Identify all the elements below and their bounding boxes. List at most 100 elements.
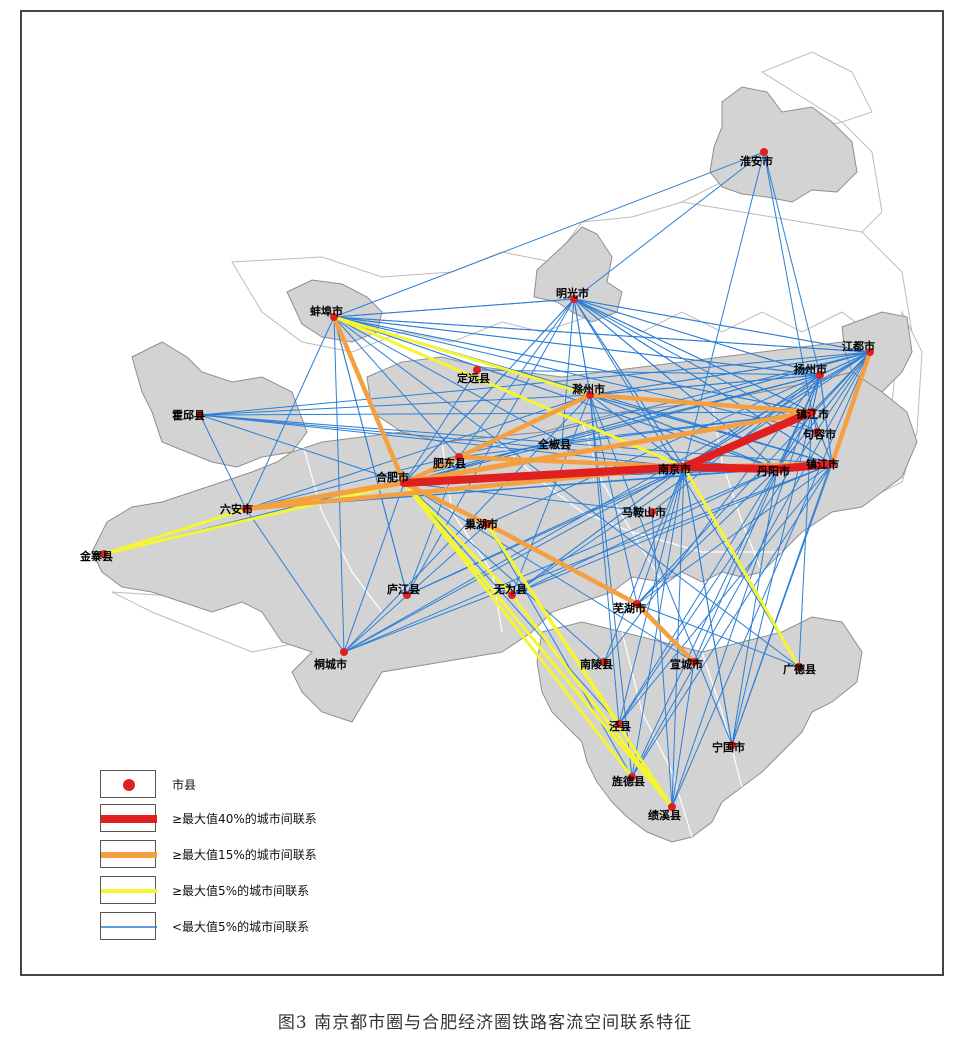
minor-link-danyang-jingxian bbox=[618, 468, 778, 725]
minor-link-tongcheng-hefei bbox=[343, 482, 405, 653]
legend-label-city: 市县 bbox=[172, 778, 197, 792]
city-label-tongcheng: 桐城市 bbox=[314, 657, 347, 671]
weak-link-chaohu-jingxian bbox=[485, 522, 621, 726]
city-dot-dingyuan bbox=[473, 366, 481, 374]
city-label-dingyuan: 定远县 bbox=[457, 371, 490, 385]
minor-link-chuzhou-mingguang bbox=[573, 298, 591, 396]
city-label-jiangdu: 江都市 bbox=[842, 339, 875, 353]
minor-link-nanjing-wuhu bbox=[636, 466, 685, 605]
minor-link-mingguang-zhenjiang2 bbox=[573, 298, 833, 465]
city-dot-chuzhou bbox=[586, 391, 594, 399]
medium-link-luan-zhenjiang bbox=[243, 409, 815, 512]
minor-link-bengbu-guangde bbox=[333, 316, 800, 668]
legend-swatch-minor bbox=[100, 912, 157, 940]
minor-link-mingguang-jiangdu bbox=[573, 298, 871, 353]
minor-link-bengbu-yangzhou bbox=[333, 316, 821, 376]
minor-link-bengbu-luan bbox=[245, 316, 335, 510]
railway-flow-map: 淮安市蚌埠市明光市江都市扬州市定远县滁州市镇江市霍邱县句容市全椒县肥东县合肥市南… bbox=[79, 51, 923, 843]
minor-link-nanjing-jingde bbox=[631, 466, 685, 778]
minor-link-jiangdu-huoqiu bbox=[199, 351, 871, 416]
minor-link-mingguang-huaian bbox=[573, 151, 765, 300]
medium-link-bengbu-hefei bbox=[331, 314, 407, 486]
city-label-huoqiu: 霍邱县 bbox=[172, 408, 205, 422]
city-dots bbox=[100, 148, 874, 811]
minor-link-maanshan-jixi bbox=[651, 511, 673, 808]
legend-label-strong: ≥最大值40%的城市间联系 bbox=[172, 812, 317, 826]
weak-link-wuwei-jixi bbox=[510, 593, 674, 809]
city-label-jingxian: 泾县 bbox=[609, 720, 631, 733]
city-label-jingde: 旌德县 bbox=[612, 774, 645, 788]
minor-link-jiangdu-luan bbox=[245, 351, 871, 510]
city-dot-danyang bbox=[773, 465, 781, 473]
medium-link-hefei-chuzhou bbox=[401, 392, 593, 486]
legend-row-medium: ≥最大值15%的城市间联系 bbox=[100, 840, 430, 868]
minor-link-danyang-wuhu bbox=[636, 468, 778, 605]
minor-link-bengbu-tongcheng bbox=[333, 316, 345, 653]
minor-link-mingguang-feidong bbox=[458, 298, 575, 458]
city-label-danyang: 丹阳市 bbox=[757, 464, 790, 478]
region-huaian bbox=[709, 86, 858, 203]
minor-link-nanjing-tongcheng bbox=[343, 466, 685, 653]
city-label-chuzhou: 滁州市 bbox=[572, 382, 605, 396]
boundary-7 bbox=[701, 651, 743, 788]
minor-link-jiangdu-yangzhou bbox=[819, 351, 871, 376]
city-dot-yangzhou bbox=[816, 371, 824, 379]
minor-link-hefei-yangzhou bbox=[403, 374, 821, 484]
minor-link-huaian-yangzhou bbox=[763, 151, 821, 376]
legend-row-weak: ≥最大值5%的城市间联系 bbox=[100, 876, 430, 904]
medium-link-chuzhou-zhenjiang bbox=[587, 392, 815, 415]
city-dot-mingguang bbox=[570, 295, 578, 303]
city-label-jurong: 句容市 bbox=[803, 427, 836, 441]
boundary-1 bbox=[301, 441, 383, 613]
strong-link-nanjing-zhenjiang bbox=[680, 408, 816, 471]
figure-caption: 图3 南京都市圈与合肥经济圈铁路客流空间联系特征 bbox=[277, 1013, 693, 1033]
minor-link-chuzhou-ningguo bbox=[589, 394, 733, 746]
region-mingguang bbox=[533, 226, 623, 323]
legend-swatch-strong bbox=[100, 804, 157, 832]
weak-link-hefei-jixi bbox=[402, 481, 674, 809]
minor-link-zhenjiang2-tongcheng bbox=[343, 463, 833, 653]
minor-link-jiangdu-wuhu bbox=[636, 351, 871, 605]
city-label-xuancheng: 宣城市 bbox=[670, 657, 703, 671]
city-dot-ningguo bbox=[728, 741, 736, 749]
city-dot-huoqiu bbox=[196, 411, 204, 419]
region-south bbox=[536, 616, 863, 843]
city-label-feidong: 肥东县 bbox=[433, 456, 466, 470]
minor-link-hefei-xuancheng bbox=[403, 482, 695, 663]
city-label-yangzhou: 扬州市 bbox=[794, 362, 827, 376]
city-labels: 淮安市蚌埠市明光市江都市扬州市定远县滁州市镇江市霍邱县句容市全椒县肥东县合肥市南… bbox=[79, 154, 875, 822]
legend-row-strong: ≥最大值40%的城市间联系 bbox=[100, 804, 430, 832]
city-label-nanling: 南陵县 bbox=[580, 657, 613, 671]
minor-link-hefei-nanling bbox=[403, 482, 605, 663]
city-label-guangde: 广德县 bbox=[783, 662, 816, 676]
minor-link-mingguang-hefei bbox=[403, 298, 575, 484]
legend-dot-icon bbox=[123, 779, 135, 791]
legend-label-medium: ≥最大值15%的城市间联系 bbox=[172, 848, 317, 862]
weak-link-jinzhai-hefei bbox=[102, 481, 406, 556]
minor-link-ningguo-nanjing bbox=[683, 466, 733, 746]
city-label-wuwei: 无为县 bbox=[493, 582, 527, 596]
minor-link-huoqiu-hefei bbox=[199, 414, 405, 484]
minor-link-yangzhou-zhenjiang2 bbox=[819, 374, 833, 465]
city-dot-guangde bbox=[795, 663, 803, 671]
weak-link-luan-jinzhai bbox=[102, 507, 248, 556]
minor-link-chuzhou-nanjing bbox=[589, 394, 685, 468]
links-over-40pct bbox=[400, 408, 836, 487]
city-label-chaohu: 巢湖市 bbox=[464, 517, 498, 531]
minor-link-huoqiu-zhenjiang bbox=[199, 411, 813, 416]
city-dot-jingde bbox=[628, 773, 636, 781]
minor-link-chuzhou-wuwei bbox=[511, 394, 591, 596]
city-label-zhenjiang: 镇江市 bbox=[796, 407, 829, 421]
strong-link-hefei-nanjing bbox=[400, 463, 688, 487]
medium-link-jiangdu-zhenjiang2 bbox=[829, 349, 873, 467]
minor-link-bengbu-quanjiao bbox=[333, 316, 563, 443]
city-label-huaian: 淮安市 bbox=[740, 154, 773, 168]
minor-link-luan-tongcheng bbox=[245, 508, 345, 653]
minor-link-jiangdu-danyang bbox=[776, 351, 871, 470]
minor-link-jiangdu-tongcheng bbox=[343, 351, 871, 653]
minor-link-mingguang-yangzhou bbox=[573, 298, 821, 376]
city-label-lujiang: 庐江县 bbox=[387, 582, 420, 596]
weak-link-bengbu-chuzhou bbox=[332, 315, 592, 397]
city-label-nanjing: 南京市 bbox=[658, 462, 691, 476]
minor-link-bengbu-zhenjiang bbox=[333, 316, 813, 413]
